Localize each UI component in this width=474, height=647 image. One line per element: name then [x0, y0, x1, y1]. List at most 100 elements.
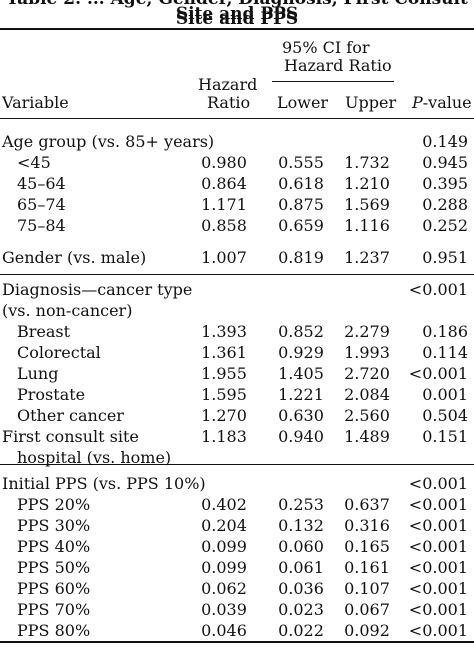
table-row: Prostate 1.595 1.221 2.084 0.001: [0, 384, 474, 405]
variable-cell: 65–74: [17, 195, 66, 214]
table-row: PPS 70% 0.039 0.023 0.067 <0.001: [0, 599, 474, 620]
variable-cell: PPS 40%: [17, 537, 91, 556]
pvalue-cell: <0.001: [408, 537, 468, 556]
pvalue-cell: 0.001: [422, 385, 468, 404]
variable-cell: PPS 30%: [17, 516, 91, 535]
variable-cell: 45–64: [17, 174, 66, 193]
ci-upper-cell: 1.116: [344, 216, 390, 235]
table-row: 65–74 1.171 0.875 1.569 0.288: [0, 194, 474, 215]
ci-lower-cell: 0.060: [278, 537, 324, 556]
pvalue-cell: 0.186: [422, 322, 468, 341]
upper-header: Upper: [345, 93, 397, 112]
table-row: 45–64 0.864 0.618 1.210 0.395: [0, 173, 474, 194]
variable-cell: PPS 80%: [17, 621, 91, 640]
ci-upper-cell: 0.316: [344, 516, 390, 535]
variable-cell: Prostate: [17, 385, 86, 404]
pvalue-cell: <0.001: [408, 516, 468, 535]
ci-lower-cell: 0.875: [278, 195, 324, 214]
variable-cell: 75–84: [17, 216, 66, 235]
variable-cell: hospital (vs. home): [17, 448, 172, 467]
hazard-ratio-cell: 0.858: [201, 216, 247, 235]
ci-lower-cell: 0.618: [278, 174, 324, 193]
hazard-ratio-cell: 1.955: [201, 364, 247, 383]
ci-upper-cell: 0.092: [344, 621, 390, 640]
ci-header-line2: Hazard Ratio: [284, 56, 392, 75]
pvalue-cell: <0.001: [408, 474, 468, 493]
hazard-ratio-cell: 0.062: [201, 579, 247, 598]
variable-cell: (vs. non-cancer): [2, 301, 133, 320]
ci-lower-cell: 0.659: [278, 216, 324, 235]
hazard-ratio-cell: 0.204: [201, 516, 247, 535]
pvalue-cell: <0.001: [408, 558, 468, 577]
lower-header: Lower: [277, 93, 329, 112]
ci-lower-cell: 1.221: [278, 385, 324, 404]
ci-lower-cell: 0.852: [278, 322, 324, 341]
hazard-ratio-cell: 1.270: [201, 406, 247, 425]
ci-upper-cell: 1.993: [344, 343, 390, 362]
table-row: 75–84 0.858 0.659 1.116 0.252: [0, 215, 474, 236]
table-row: Initial PPS (vs. PPS 10%) <0.001: [0, 473, 474, 494]
ci-lower-cell: 0.023: [278, 600, 324, 619]
ci-lower-cell: 0.036: [278, 579, 324, 598]
hazard-ratio-cell: 0.039: [201, 600, 247, 619]
pvalue-cell: 0.945: [422, 153, 468, 172]
ci-upper-cell: 0.161: [344, 558, 390, 577]
ci-lower-cell: 0.061: [278, 558, 324, 577]
hazard-ratio-cell: 1.007: [201, 248, 247, 267]
ci-upper-cell: 2.279: [344, 322, 390, 341]
pvalue-cell: 0.951: [422, 248, 468, 267]
table-row: PPS 20% 0.402 0.253 0.637 <0.001: [0, 494, 474, 515]
ci-upper-cell: 2.720: [344, 364, 390, 383]
ci-lower-cell: 0.630: [278, 406, 324, 425]
pvalue-cell: 0.151: [422, 427, 468, 446]
ci-lower-cell: 0.022: [278, 621, 324, 640]
table-row: Colorectal 1.361 0.929 1.993 0.114: [0, 342, 474, 363]
variable-cell: Initial PPS (vs. PPS 10%): [2, 474, 206, 493]
variable-cell: Diagnosis—cancer type: [2, 280, 193, 299]
ci-upper-cell: 1.732: [344, 153, 390, 172]
pvalue-cell: <0.001: [408, 280, 468, 299]
hazard-ratio-cell: 1.183: [201, 427, 247, 446]
hazard-ratio-cell: 0.099: [201, 558, 247, 577]
variable-cell: <45: [17, 153, 51, 172]
hazard-ratio-cell: 0.046: [201, 621, 247, 640]
table-row: Age group (vs. 85+ years) 0.149: [0, 131, 474, 152]
ci-upper-cell: 0.067: [344, 600, 390, 619]
pvalue-cell: 0.504: [422, 406, 468, 425]
variable-cell: Other cancer: [17, 406, 124, 425]
header-rule: [0, 118, 474, 119]
ci-upper-cell: 0.637: [344, 495, 390, 514]
pvalue-cell: <0.001: [408, 364, 468, 383]
ci-upper-cell: 2.084: [344, 385, 390, 404]
ci-lower-cell: 1.405: [278, 364, 324, 383]
ci-upper-cell: 1.237: [344, 248, 390, 267]
table-title-cutoff: Table 2. ... Age, Gender, Diagnosis, Fir…: [6, 0, 468, 29]
variable-cell: Age group (vs. 85+ years): [2, 132, 215, 151]
ci-lower-cell: 0.132: [278, 516, 324, 535]
variable-cell: PPS 50%: [17, 558, 91, 577]
bottom-rule: [0, 641, 474, 643]
separator-site-pps: [0, 464, 474, 465]
table-row: PPS 40% 0.099 0.060 0.165 <0.001: [0, 536, 474, 557]
variable-cell: Breast: [17, 322, 71, 341]
ci-lower-cell: 0.940: [278, 427, 324, 446]
variable-header: Variable: [2, 93, 69, 112]
ci-underline: [272, 81, 394, 82]
ci-upper-cell: 1.489: [344, 427, 390, 446]
table-title: Site and PPS: [175, 4, 299, 24]
table-row: (vs. non-cancer): [0, 300, 474, 321]
ci-lower-cell: 0.819: [278, 248, 324, 267]
table-row: Diagnosis—cancer type <0.001: [0, 279, 474, 300]
pvalue-cell: 0.252: [422, 216, 468, 235]
table-row: Breast 1.393 0.852 2.279 0.186: [0, 321, 474, 342]
variable-cell: PPS 20%: [17, 495, 91, 514]
hazard-ratio-cell: 1.361: [201, 343, 247, 362]
table-row: PPS 60% 0.062 0.036 0.107 <0.001: [0, 578, 474, 599]
ci-lower-cell: 0.555: [278, 153, 324, 172]
pvalue-cell: <0.001: [408, 600, 468, 619]
pvalue-cell: 0.288: [422, 195, 468, 214]
pvalue-cell: <0.001: [408, 495, 468, 514]
ci-upper-cell: 1.210: [344, 174, 390, 193]
separator-age-gender: [0, 274, 474, 275]
